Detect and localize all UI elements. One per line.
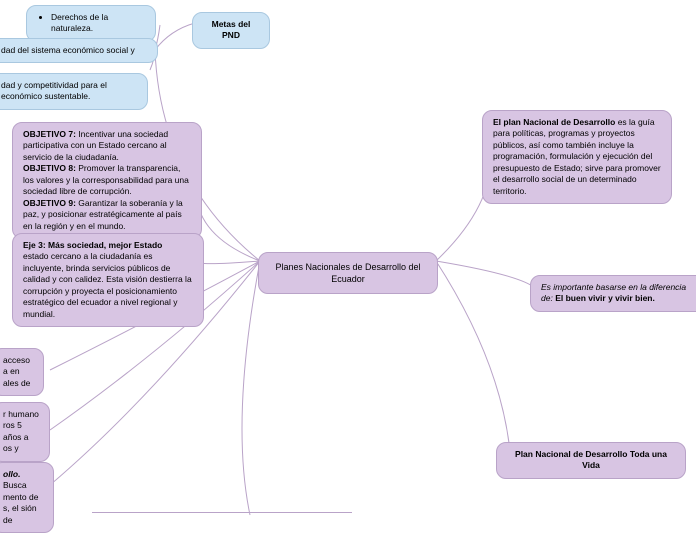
derechos-node[interactable]: Derechos de la naturaleza. xyxy=(26,5,156,42)
eje3-label: Eje 3: Más sociedad, mejor Estado xyxy=(23,240,162,250)
diferencia-bold: El buen vivir y vivir bien. xyxy=(555,293,655,303)
plan-def-node[interactable]: El plan Nacional de Desarrollo es la guí… xyxy=(482,110,672,204)
sistema-text: dad del sistema económico social y xyxy=(1,45,135,55)
central-node[interactable]: Planes Nacionales de Desarrollo del Ecua… xyxy=(258,252,438,294)
acceso-text: acceso a en ales de xyxy=(3,355,30,388)
competitividad-node[interactable]: dad y competitividad para el económico s… xyxy=(0,73,148,110)
obj7-label: OBJETIVO 7: xyxy=(23,129,76,139)
busca-label: ollo. xyxy=(3,469,20,479)
toda-vida-node[interactable]: Plan Nacional de Desarrollo Toda una Vid… xyxy=(496,442,686,479)
objetivos-node[interactable]: OBJETIVO 7: Incentivar una sociedad part… xyxy=(12,122,202,239)
humano-node[interactable]: r humano ros 5 años a os y xyxy=(0,402,50,462)
metas-node[interactable]: Metas del PND xyxy=(192,12,270,49)
plan-def-label: El plan Nacional de Desarrollo xyxy=(493,117,615,127)
competitividad-text: dad y competitividad para el económico s… xyxy=(1,80,107,101)
obj9-label: OBJETIVO 9: xyxy=(23,198,76,208)
metas-text: Metas del PND xyxy=(212,19,251,40)
toda-vida-text: Plan Nacional de Desarrollo Toda una Vid… xyxy=(515,449,667,470)
busca-node[interactable]: ollo. Busca mento de s, el sión de xyxy=(0,462,54,533)
acceso-node[interactable]: acceso a en ales de xyxy=(0,348,44,396)
sistema-node[interactable]: dad del sistema económico social y xyxy=(0,38,158,63)
obj8-label: OBJETIVO 8: xyxy=(23,163,76,173)
busca-text: Busca mento de s, el sión de xyxy=(3,480,38,524)
eje3-text: estado cercano a la ciudadanía es incluy… xyxy=(23,251,192,318)
derechos-text: Derechos de la naturaleza. xyxy=(51,12,145,35)
plan-def-text: es la guía para políticas, programas y p… xyxy=(493,117,661,196)
eje3-node[interactable]: Eje 3: Más sociedad, mejor Estado estado… xyxy=(12,233,204,327)
central-label: Planes Nacionales de Desarrollo del Ecua… xyxy=(275,262,420,284)
bottom-edge-node xyxy=(92,512,352,513)
diferencia-node[interactable]: Es importante basarse en la diferencia d… xyxy=(530,275,696,312)
humano-text: r humano ros 5 años a os y xyxy=(3,409,39,453)
